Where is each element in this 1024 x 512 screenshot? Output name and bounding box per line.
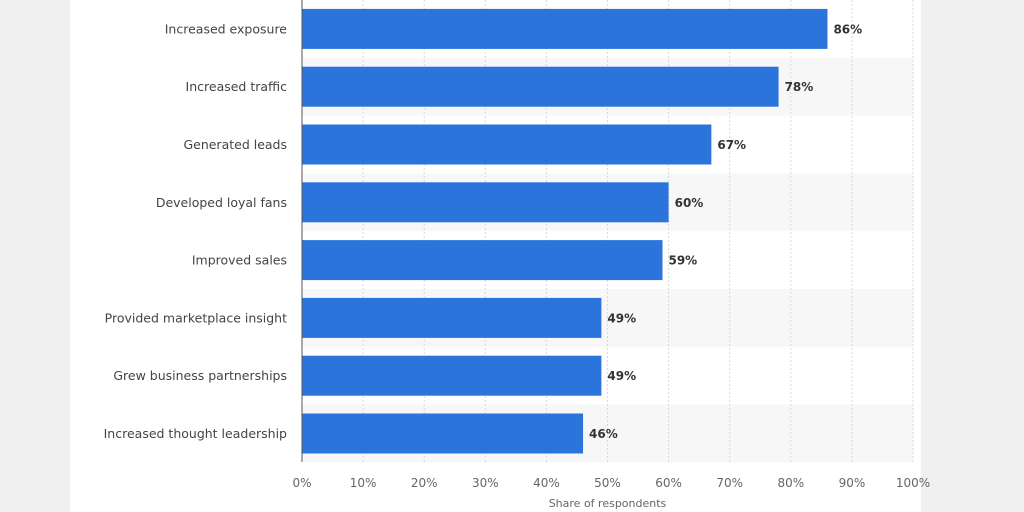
bar[interactable] — [302, 355, 602, 396]
bar[interactable] — [302, 240, 663, 281]
bar[interactable] — [302, 124, 712, 165]
category-label: Increased exposure — [165, 21, 288, 36]
x-tick-label: 60% — [655, 476, 682, 490]
category-label: Grew business partnerships — [113, 368, 287, 383]
x-tick-label: 30% — [472, 476, 499, 490]
category-label: Generated leads — [183, 137, 287, 152]
value-label: 86% — [833, 22, 862, 36]
category-label: Increased traffic — [186, 79, 288, 94]
x-tick-label: 80% — [777, 476, 804, 490]
category-labels: Increased exposure Increased traffic Gener… — [104, 21, 288, 441]
x-axis-title: Share of respondents — [549, 497, 667, 510]
x-tick-label: 40% — [533, 476, 560, 490]
category-label: Increased thought leadership — [104, 426, 287, 441]
bar[interactable] — [302, 182, 669, 223]
x-tick-label: 100% — [896, 476, 930, 490]
category-label: Provided marketplace insight — [105, 310, 287, 325]
bar[interactable] — [302, 297, 602, 338]
bar[interactable] — [302, 8, 828, 49]
value-label: 49% — [607, 369, 636, 383]
x-tick-label: 70% — [716, 476, 743, 490]
bar[interactable] — [302, 413, 584, 454]
category-label: Developed loyal fans — [156, 195, 287, 210]
x-tick-label: 50% — [594, 476, 621, 490]
value-labels: 86% 78% 67% 60% 59% 49% 49% 46% — [589, 22, 862, 441]
bar[interactable] — [302, 66, 779, 107]
value-label: 67% — [717, 138, 746, 152]
bars — [302, 8, 828, 454]
value-label: 60% — [675, 196, 704, 210]
x-tick-labels: 0% 10% 20% 30% 40% 50% 60% 70% 80% 90% 100% — [292, 476, 930, 490]
value-label: 59% — [668, 254, 697, 268]
x-tick-label: 10% — [350, 476, 377, 490]
value-label: 78% — [785, 80, 814, 94]
x-tick-label: 20% — [411, 476, 438, 490]
category-label: Improved sales — [192, 253, 287, 268]
value-label: 49% — [607, 311, 636, 325]
x-tick-label: 90% — [839, 476, 866, 490]
value-label: 46% — [589, 427, 618, 441]
x-tick-label: 0% — [292, 476, 311, 490]
